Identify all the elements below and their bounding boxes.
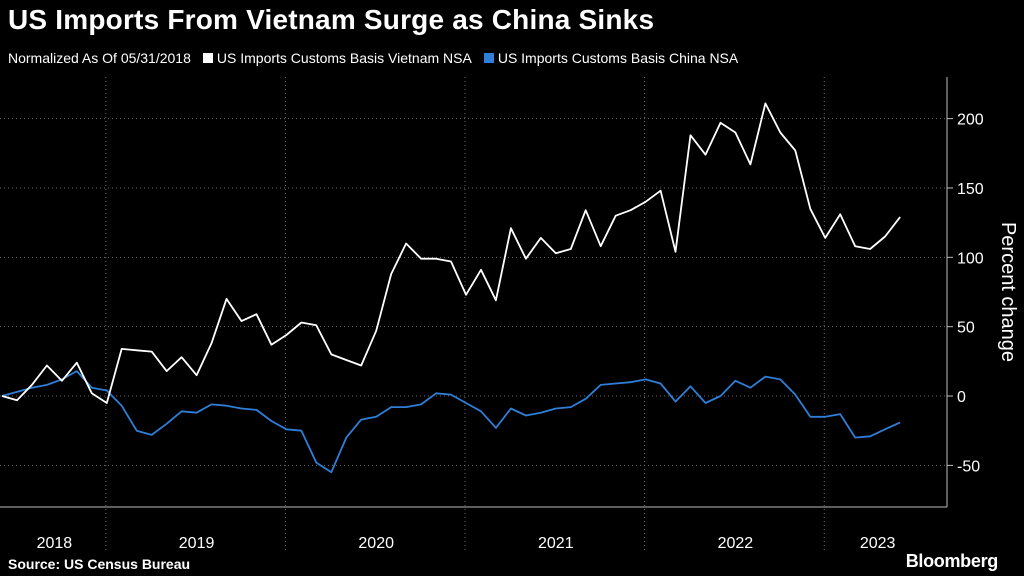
legend: Normalized As Of 05/31/2018 US Imports C… (8, 50, 744, 66)
y-tick-label: 50 (957, 320, 975, 337)
source-note: Source: US Census Bureau (8, 556, 191, 572)
chart-title: US Imports From Vietnam Surge as China S… (8, 4, 655, 35)
x-tick-label: 2019 (179, 535, 215, 552)
legend-item-china: US Imports Customs Basis China NSA (478, 50, 738, 66)
x-tick-label: 2023 (860, 535, 896, 552)
y-tick-label: 200 (957, 112, 984, 129)
legend-subtitle: Normalized As Of 05/31/2018 (8, 50, 191, 66)
y-tick-label: 100 (957, 250, 984, 267)
x-tick-label: 2020 (358, 535, 394, 552)
legend-label-china: US Imports Customs Basis China NSA (497, 50, 739, 66)
x-tick-label: 2021 (538, 535, 574, 552)
series-line-vietnam (1, 102, 901, 404)
legend-swatch-china (483, 53, 494, 63)
series-line-china (1, 370, 901, 474)
legend-item-vietnam: US Imports Customs Basis Vietnam NSA (197, 50, 472, 66)
y-tick-label: 150 (957, 181, 984, 198)
legend-swatch-vietnam (202, 53, 213, 63)
y-tick-label: 0 (957, 389, 966, 406)
legend-label-vietnam: US Imports Customs Basis Vietnam NSA (216, 50, 472, 66)
y-axis-title: Percent change (997, 222, 1019, 362)
x-tick-label: 2022 (718, 535, 754, 552)
y-tick-label: -50 (957, 458, 980, 475)
x-tick-label: 2018 (37, 535, 73, 552)
bloomberg-logo: Bloomberg (905, 551, 999, 571)
